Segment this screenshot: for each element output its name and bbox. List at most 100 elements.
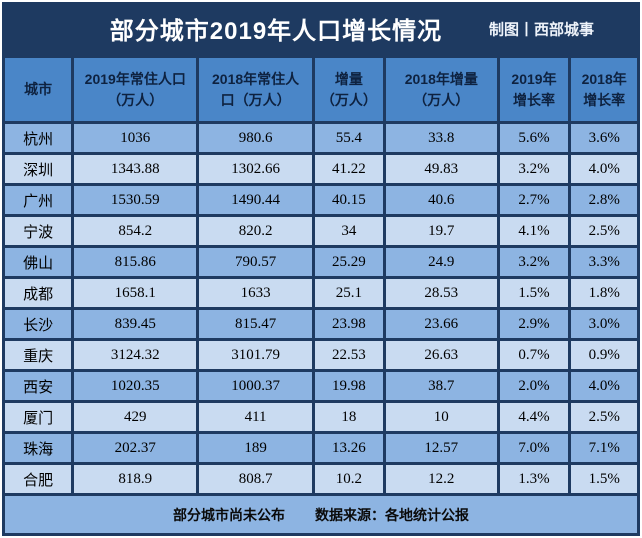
value-cell: 38.7 (382, 369, 500, 403)
value-cell: 19.7 (382, 214, 500, 248)
value-cell: 12.2 (382, 462, 500, 496)
city-cell: 珠海 (1, 431, 75, 465)
col-header-2019-population: 2019年常住人口 （万人） (71, 55, 200, 124)
footer-bar: 部分城市尚未公布 数据来源：各地统计公报 (5, 496, 637, 533)
value-cell: 815.86 (71, 245, 200, 279)
footer-note: 部分城市尚未公布 (173, 506, 285, 523)
value-cell: 1000.37 (196, 369, 315, 403)
col-header-city: 城市 (1, 55, 75, 124)
table-row: 深圳 1343.88 1302.66 41.22 49.83 3.2% 4.0% (1, 152, 640, 186)
value-cell: 2.0% (496, 369, 572, 403)
value-cell: 4.0% (568, 369, 640, 403)
value-cell: 25.1 (311, 276, 386, 310)
credit-byline: 制图丨西部城事 (488, 21, 594, 38)
value-cell: 22.53 (311, 338, 386, 372)
value-cell: 1.5% (568, 462, 640, 496)
value-cell: 818.9 (71, 462, 200, 496)
value-cell: 815.47 (196, 307, 315, 341)
value-cell: 7.0% (496, 431, 572, 465)
value-cell: 1.5% (496, 276, 572, 310)
value-cell: 49.83 (382, 152, 500, 186)
value-cell: 411 (196, 400, 315, 434)
value-cell: 23.98 (311, 307, 386, 341)
table-row: 厦门 429 411 18 10 4.4% 2.5% (1, 400, 640, 434)
city-cell: 宁波 (1, 214, 75, 248)
col-header-2018-increment: 2018年增量 （万人） (382, 55, 500, 124)
value-cell: 40.15 (311, 183, 386, 217)
value-cell: 10 (382, 400, 500, 434)
value-cell: 2.5% (568, 400, 640, 434)
value-cell: 2.7% (496, 183, 572, 217)
value-cell: 55.4 (311, 121, 386, 155)
table-row: 重庆 3124.32 3101.79 22.53 26.63 0.7% 0.9% (1, 338, 640, 372)
value-cell: 1658.1 (71, 276, 200, 310)
value-cell: 1530.59 (71, 183, 200, 217)
value-cell: 202.37 (71, 431, 200, 465)
value-cell: 24.9 (382, 245, 500, 279)
value-cell: 0.7% (496, 338, 572, 372)
table-row: 合肥 818.9 808.7 10.2 12.2 1.3% 1.5% (1, 462, 640, 496)
table-row: 佛山 815.86 790.57 25.29 24.9 3.2% 3.3% (1, 245, 640, 279)
value-cell: 854.2 (71, 214, 200, 248)
value-cell: 1.3% (496, 462, 572, 496)
value-cell: 3101.79 (196, 338, 315, 372)
value-cell: 1343.88 (71, 152, 200, 186)
value-cell: 10.2 (311, 462, 386, 496)
value-cell: 19.98 (311, 369, 386, 403)
city-cell: 广州 (1, 183, 75, 217)
table-row: 杭州 1036 980.6 55.4 33.8 5.6% 3.6% (1, 121, 640, 155)
col-header-increment: 增量 （万人） (311, 55, 386, 124)
value-cell: 1302.66 (196, 152, 315, 186)
col-header-2019-rate: 2019年 增长率 (496, 55, 572, 124)
value-cell: 0.9% (568, 338, 640, 372)
title-bar: 部分城市2019年人口增长情况 制图丨西部城事 (2, 2, 640, 55)
value-cell: 41.22 (311, 152, 386, 186)
value-cell: 820.2 (196, 214, 315, 248)
value-cell: 5.6% (496, 121, 572, 155)
value-cell: 12.57 (382, 431, 500, 465)
value-cell: 25.29 (311, 245, 386, 279)
value-cell: 2.9% (496, 307, 572, 341)
value-cell: 3.6% (568, 121, 640, 155)
col-header-2018-population: 2018年常住人 口（万人） (196, 55, 315, 124)
value-cell: 3.2% (496, 245, 572, 279)
value-cell: 4.0% (568, 152, 640, 186)
value-cell: 33.8 (382, 121, 500, 155)
value-cell: 3.2% (496, 152, 572, 186)
table-row: 成都 1658.1 1633 25.1 28.53 1.5% 1.8% (1, 276, 640, 310)
value-cell: 839.45 (71, 307, 200, 341)
value-cell: 3.0% (568, 307, 640, 341)
page-title: 部分城市2019年人口增长情况 (109, 18, 443, 45)
table-header-row: 城市 2019年常住人口 （万人） 2018年常住人 口（万人） 增量 （万人）… (1, 55, 640, 124)
value-cell: 189 (196, 431, 315, 465)
table-body: 杭州 1036 980.6 55.4 33.8 5.6% 3.6% 深圳 1343.88 1302… (1, 121, 640, 496)
col-header-2018-rate: 2018年 增长率 (568, 55, 640, 124)
value-cell: 40.6 (382, 183, 500, 217)
city-cell: 成都 (1, 276, 75, 310)
table-row: 西安 1020.35 1000.37 19.98 38.7 2.0% 4.0% (1, 369, 640, 403)
footer-source: 数据来源：各地统计公报 (315, 506, 469, 523)
value-cell: 1633 (196, 276, 315, 310)
value-cell: 18 (311, 400, 386, 434)
value-cell: 3.3% (568, 245, 640, 279)
value-cell: 1036 (71, 121, 200, 155)
table-row: 广州 1530.59 1490.44 40.15 40.6 2.7% 2.8% (1, 183, 640, 217)
value-cell: 2.5% (568, 214, 640, 248)
value-cell: 1.8% (568, 276, 640, 310)
value-cell: 808.7 (196, 462, 315, 496)
value-cell: 3124.32 (71, 338, 200, 372)
value-cell: 2.8% (568, 183, 640, 217)
city-cell: 厦门 (1, 400, 75, 434)
city-cell: 长沙 (1, 307, 75, 341)
table-row: 长沙 839.45 815.47 23.98 23.66 2.9% 3.0% (1, 307, 640, 341)
city-cell: 重庆 (1, 338, 75, 372)
value-cell: 1020.35 (71, 369, 200, 403)
table-row: 珠海 202.37 189 13.26 12.57 7.0% 7.1% (1, 431, 640, 465)
city-cell: 佛山 (1, 245, 75, 279)
value-cell: 4.1% (496, 214, 572, 248)
value-cell: 23.66 (382, 307, 500, 341)
table-row: 宁波 854.2 820.2 34 19.7 4.1% 2.5% (1, 214, 640, 248)
value-cell: 28.53 (382, 276, 500, 310)
